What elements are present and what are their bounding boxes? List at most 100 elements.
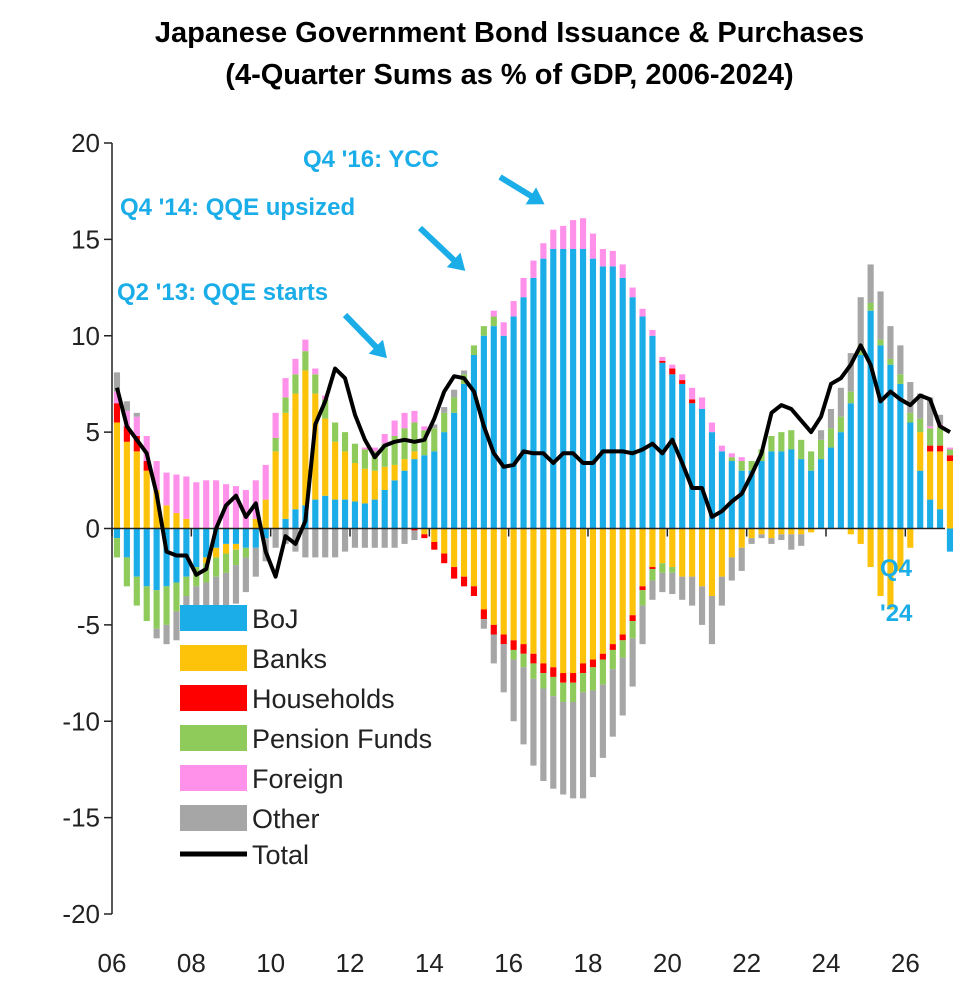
bar-boj bbox=[451, 412, 458, 529]
bar-boj bbox=[927, 499, 934, 529]
bar-pension-funds bbox=[936, 426, 944, 446]
bar-boj bbox=[609, 266, 616, 529]
bar-other bbox=[768, 538, 775, 544]
bar-foreign bbox=[232, 486, 240, 529]
bar-foreign bbox=[213, 480, 220, 529]
bar-foreign bbox=[946, 447, 954, 450]
bar-other bbox=[589, 690, 597, 778]
bar-banks bbox=[708, 528, 716, 596]
legend-swatch bbox=[180, 805, 247, 831]
bar-other bbox=[232, 565, 240, 604]
legend-label: Pension Funds bbox=[252, 724, 432, 754]
bar-pension-funds bbox=[480, 326, 487, 336]
bar-foreign bbox=[272, 412, 279, 438]
y-tick-label: -5 bbox=[77, 610, 100, 640]
bar-boj bbox=[113, 528, 121, 539]
bar-banks bbox=[659, 528, 666, 564]
bar-other bbox=[708, 595, 716, 645]
bar-other bbox=[629, 638, 636, 687]
bar-other bbox=[272, 528, 279, 548]
bar-boj bbox=[520, 297, 527, 529]
bar-households bbox=[510, 640, 517, 650]
bar-other bbox=[927, 397, 934, 427]
bar-pension-funds bbox=[341, 432, 349, 452]
bar-banks bbox=[123, 441, 130, 529]
bar-other bbox=[460, 370, 468, 375]
legend-swatch bbox=[180, 765, 247, 791]
bar-households bbox=[530, 653, 537, 664]
bar-pension-funds bbox=[560, 682, 567, 702]
bar-banks bbox=[887, 528, 894, 610]
bar-households bbox=[649, 567, 656, 569]
bar-banks bbox=[798, 528, 805, 535]
y-tick-label: 15 bbox=[71, 224, 100, 254]
bar-boj bbox=[936, 509, 944, 529]
bar-pension-funds bbox=[887, 358, 894, 365]
bar-other bbox=[936, 414, 944, 425]
annotation-arrow bbox=[342, 312, 383, 354]
bar-other bbox=[213, 576, 220, 623]
bar-banks bbox=[401, 459, 408, 471]
bar-foreign bbox=[242, 489, 249, 529]
bar-other bbox=[689, 576, 696, 606]
x-tick-label: 22 bbox=[732, 948, 761, 978]
bar-pension-funds bbox=[242, 547, 249, 558]
bar-banks bbox=[421, 528, 428, 535]
bar-banks bbox=[936, 451, 944, 510]
bar-other bbox=[867, 264, 874, 303]
bar-pension-funds bbox=[589, 667, 597, 691]
bar-pension-funds bbox=[867, 302, 874, 311]
bar-households bbox=[441, 553, 448, 564]
bar-households bbox=[520, 644, 527, 654]
x-tick-label: 14 bbox=[415, 948, 444, 978]
bar-banks bbox=[808, 528, 815, 533]
bar-households bbox=[689, 399, 696, 404]
bar-other bbox=[609, 669, 616, 737]
bar-banks bbox=[183, 518, 190, 529]
annotation-group: Q4 '16: YCC Q4 '14: QQE upsized Q2 '13: QQ… bbox=[117, 146, 913, 627]
annotation-label: Q4 bbox=[880, 555, 913, 582]
bar-foreign bbox=[649, 329, 656, 336]
bar-pension-funds bbox=[659, 563, 666, 573]
bar-pension-funds bbox=[917, 418, 924, 433]
bar-pension-funds bbox=[411, 422, 418, 452]
bar-boj bbox=[907, 422, 914, 529]
bar-boj bbox=[490, 326, 497, 529]
bar-households bbox=[133, 435, 140, 452]
bar-other bbox=[550, 696, 557, 789]
bar-households bbox=[490, 624, 497, 635]
bar-pension-funds bbox=[213, 557, 220, 577]
bar-pension-funds bbox=[639, 590, 646, 606]
bar-other bbox=[728, 557, 735, 581]
bar-boj bbox=[659, 362, 666, 529]
bar-foreign bbox=[659, 356, 666, 361]
bar-foreign bbox=[609, 250, 616, 267]
bar-banks bbox=[778, 528, 785, 535]
y-tick-label: -10 bbox=[62, 706, 100, 736]
x-tick-label: 10 bbox=[256, 948, 285, 978]
bar-other bbox=[748, 538, 755, 544]
x-tick-label: 16 bbox=[494, 948, 523, 978]
bar-foreign bbox=[401, 412, 408, 429]
bar-pension-funds bbox=[619, 640, 626, 658]
bar-boj bbox=[867, 310, 874, 529]
bar-other bbox=[361, 528, 368, 548]
bar-banks bbox=[570, 528, 577, 674]
bar-pension-funds bbox=[897, 374, 904, 384]
bar-pension-funds bbox=[857, 345, 864, 356]
bar-banks bbox=[738, 528, 745, 548]
bar-boj bbox=[887, 364, 894, 529]
bar-banks bbox=[679, 528, 686, 577]
x-tick-label: 06 bbox=[98, 948, 127, 978]
bar-households bbox=[550, 667, 557, 677]
bar-banks bbox=[689, 528, 696, 577]
x-tick-label: 24 bbox=[812, 948, 841, 978]
bar-banks bbox=[500, 528, 507, 635]
bar-foreign bbox=[550, 229, 557, 250]
bar-banks bbox=[470, 528, 478, 587]
bar-pension-funds bbox=[946, 449, 954, 456]
bar-other bbox=[540, 688, 547, 781]
bar-pension-funds bbox=[570, 682, 577, 702]
bar-households bbox=[421, 534, 428, 539]
bar-banks bbox=[718, 528, 725, 577]
